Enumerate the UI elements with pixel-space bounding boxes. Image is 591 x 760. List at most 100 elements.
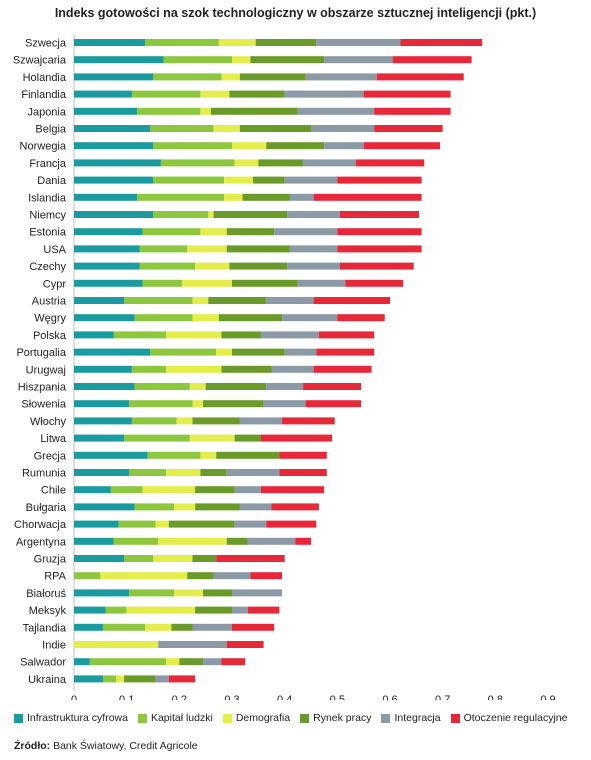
bar-segment <box>166 331 222 339</box>
bar-segment <box>355 159 425 167</box>
bar-segment <box>74 537 114 545</box>
legend-item: Kapitał ludzki <box>137 712 213 724</box>
bar-segment <box>74 469 130 476</box>
bar-segment <box>324 56 393 64</box>
bar-segment <box>205 383 267 390</box>
bar-segment <box>232 348 285 356</box>
bar-segment <box>102 623 146 631</box>
bar-segment <box>74 245 140 253</box>
bar-segment <box>195 503 240 511</box>
bar-segment <box>166 469 201 476</box>
bar-segment <box>313 365 372 373</box>
bar-segment <box>221 658 246 666</box>
bar-segment <box>168 520 235 528</box>
bar-segment <box>150 348 217 356</box>
bar-segment <box>287 262 340 270</box>
bar-segment <box>313 193 422 201</box>
bar-segment <box>153 176 225 184</box>
bar-segment <box>74 520 119 528</box>
legend-swatch <box>300 713 310 723</box>
bar-segment <box>226 641 264 648</box>
bar-segment <box>137 107 201 115</box>
bar-segment <box>74 486 111 494</box>
bar-segment <box>74 228 143 236</box>
x-tick-label: 0,1 <box>119 694 134 700</box>
bar-segment <box>155 675 169 683</box>
bar-segment <box>171 623 193 631</box>
category-label: Salwador <box>20 657 66 669</box>
bar-segment <box>195 262 230 270</box>
bar-segment <box>74 211 153 218</box>
bar-segment <box>102 675 117 683</box>
bar-segment <box>74 314 135 322</box>
bar-segment <box>266 383 304 390</box>
bar-segment <box>200 90 230 98</box>
bar-segment <box>339 211 419 218</box>
legend-swatch <box>222 713 232 723</box>
bar-segment <box>313 297 390 304</box>
source-label: Źródło: <box>14 740 51 752</box>
category-label: Hiszpania <box>18 382 67 394</box>
bar-segment <box>74 331 114 339</box>
bar-segment <box>318 331 375 339</box>
legend-label: Demografia <box>235 712 291 724</box>
bar-segment <box>274 228 338 236</box>
x-tick-label: 0,2 <box>172 694 187 700</box>
category-label: Niemcy <box>29 210 66 222</box>
bar-segment <box>74 159 161 167</box>
bar-segment <box>297 107 375 115</box>
category-label: Norwegia <box>20 141 67 153</box>
bar-segment <box>124 675 156 683</box>
bar-segment <box>74 555 125 562</box>
bar-segment <box>189 434 235 442</box>
category-label: Ukraina <box>28 674 67 686</box>
bar-segment <box>303 383 362 390</box>
bar-segment <box>155 520 169 528</box>
bar-segment <box>208 211 214 218</box>
legend-label: Otoczenie regulacyjne <box>463 712 568 724</box>
bar-segment <box>74 572 101 580</box>
category-label: Holandia <box>23 72 67 84</box>
bar-segment <box>239 417 283 425</box>
bar-segment <box>179 658 204 666</box>
bar-segment <box>316 348 375 356</box>
legend-swatch <box>450 713 460 723</box>
category-label: Belgia <box>35 124 66 136</box>
bar-segment <box>234 520 267 528</box>
bar-segment <box>213 572 251 580</box>
bar-segment <box>255 39 317 46</box>
category-label: USA <box>43 244 66 256</box>
bar-segment <box>203 589 232 597</box>
legend-swatch <box>137 713 147 723</box>
category-label: Chile <box>41 485 66 497</box>
x-tick-label: 0,7 <box>435 694 450 700</box>
source-note: Źródło: Bank Światowy, Credit Agricole <box>14 740 198 752</box>
bar-segment <box>266 142 325 150</box>
x-tick-label: 0,8 <box>488 694 503 700</box>
bar-segment <box>337 245 422 253</box>
bar-segment <box>100 572 188 580</box>
bar-segment <box>210 107 298 115</box>
bar-segment <box>266 297 314 304</box>
bar-segment <box>74 193 138 201</box>
bar-segment <box>195 606 232 614</box>
bar-segment <box>74 365 132 373</box>
x-tick-label: 0,4 <box>277 694 292 700</box>
bar-segment <box>297 279 346 287</box>
legend-item: Demografia <box>222 712 291 724</box>
x-tick-label: 0,6 <box>382 694 397 700</box>
bar-segment <box>110 486 143 494</box>
bar-segment <box>363 142 441 150</box>
bar-segment <box>74 623 103 631</box>
bar-segment <box>74 125 151 132</box>
bar-segment <box>232 589 283 597</box>
bar-segment <box>303 159 356 167</box>
bar-segment <box>305 400 362 408</box>
bar-segment <box>279 451 327 459</box>
bar-segment <box>216 348 232 356</box>
legend-swatch <box>381 713 391 723</box>
bar-segment <box>213 211 288 218</box>
bar-segment <box>200 469 227 476</box>
bar-segment <box>153 555 193 562</box>
bar-segment <box>131 417 177 425</box>
